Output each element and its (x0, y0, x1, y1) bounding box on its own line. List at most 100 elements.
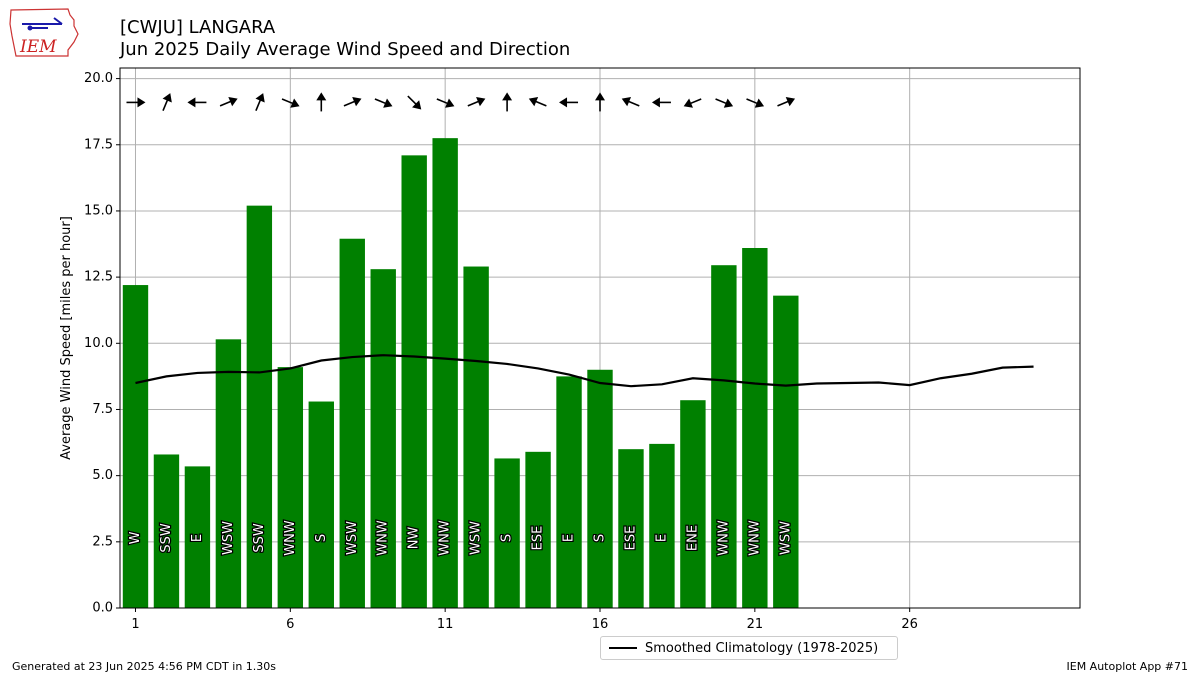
wind-arrow (316, 92, 327, 112)
direction-label: S (500, 534, 515, 542)
wind-arrow-head (559, 97, 568, 108)
direction-label: NW (407, 527, 422, 550)
y-axis-label: Average Wind Speed [miles per hour] (59, 216, 74, 460)
bar (370, 269, 396, 608)
wind-arrow-shaft (281, 98, 295, 105)
wind-arrow-shaft (162, 98, 169, 112)
x-tick-label: 1 (131, 617, 139, 632)
y-tick-label: 20.0 (84, 71, 113, 86)
wind-arrow (502, 92, 513, 112)
bar (308, 401, 334, 608)
wind-arrow-head (528, 97, 539, 107)
bar (432, 138, 458, 608)
chart-title: [CWJU] LANGARA (120, 17, 276, 38)
direction-label: E (562, 534, 577, 542)
wind-arrow (621, 97, 640, 107)
wind-arrow (467, 97, 486, 107)
wind-arrow-head (445, 98, 455, 108)
wind-arrow-shaft (255, 98, 262, 112)
wind-arrow (374, 98, 393, 108)
bar (556, 376, 582, 608)
climatology-line (135, 354, 1034, 388)
wind-arrow-head (683, 98, 693, 108)
y-tick-label: 17.5 (84, 137, 113, 152)
wind-arrow-head (187, 97, 196, 108)
bar (277, 367, 304, 608)
y-tick-label: 5.0 (92, 468, 113, 483)
wind-arrow (777, 97, 796, 107)
x-tick-label: 21 (747, 617, 764, 632)
wind-barb-icon (22, 17, 63, 29)
bar (711, 265, 737, 608)
direction-label: S (593, 534, 608, 542)
bar (773, 295, 799, 608)
wind-arrow (746, 98, 765, 108)
wind-arrow (343, 97, 362, 107)
bar (215, 339, 242, 608)
wind-arrow (126, 97, 146, 108)
bar (184, 466, 211, 608)
wind-arrow (683, 98, 702, 108)
app-credit: IEM Autoplot App #71 (1066, 660, 1189, 673)
wind-arrow-shaft (688, 98, 702, 105)
bar (494, 458, 520, 608)
wind-arrow-shaft (219, 100, 233, 107)
wind-arrow (715, 98, 734, 108)
wind-arrow-head (476, 97, 486, 107)
direction-label: W (128, 531, 143, 544)
wind-arrow-head (290, 98, 300, 108)
wind-arrow-head (228, 97, 238, 107)
bar (401, 155, 427, 608)
wind-arrow (255, 93, 265, 112)
direction-label: WSW (345, 521, 360, 555)
direction-label: WSW (221, 521, 236, 555)
wind-arrow-head (621, 97, 632, 107)
x-tick-label: 6 (286, 617, 294, 632)
wind-arrow-head (383, 98, 393, 108)
wind-arrow-shaft (746, 98, 759, 105)
wind-arrow-head (316, 92, 327, 101)
wind-arrow-head (412, 100, 422, 110)
wind-arrow-shaft (374, 98, 388, 105)
generated-text: Generated at 23 Jun 2025 4:56 PM CDT in … (12, 660, 277, 673)
direction-label: WNW (747, 520, 762, 556)
wind-arrow (407, 95, 422, 110)
x-tick-label: 26 (901, 617, 918, 632)
wind-arrow (559, 97, 579, 108)
direction-label: E (190, 534, 205, 542)
wind-arrow (281, 98, 300, 108)
direction-label: S (314, 534, 329, 542)
station-dot-icon (27, 25, 33, 31)
bar (122, 285, 149, 608)
wind-arrow-shaft (777, 100, 790, 107)
wind-arrow-shaft (626, 100, 640, 107)
wind-arrow-shaft (407, 95, 418, 106)
wind-arrow-head (723, 98, 734, 108)
wind-arrow-shaft (715, 98, 728, 105)
bar (742, 248, 768, 608)
direction-label: ESE (531, 526, 546, 551)
direction-label: WSW (778, 521, 793, 555)
direction-label: SSW (252, 523, 267, 553)
wind-arrow (528, 97, 547, 107)
direction-label: WNW (716, 520, 731, 556)
iem-logo: IEM (9, 8, 79, 57)
wind-arrow (595, 92, 605, 112)
direction-label: WNW (376, 520, 391, 556)
wind-arrow-shaft (436, 98, 450, 105)
wind-arrow (436, 98, 455, 108)
bar (525, 451, 551, 608)
iowa-state-outline-icon (9, 8, 79, 57)
bar (339, 238, 365, 608)
wind-arrow-head (754, 98, 765, 108)
chart-legend: Smoothed Climatology (1978-2025) (600, 636, 898, 660)
wind-arrow-shaft (467, 100, 481, 107)
bar (587, 369, 613, 608)
direction-label: ENE (685, 525, 700, 551)
y-tick-label: 10.0 (84, 336, 113, 351)
wind-arrow-head (502, 92, 513, 101)
bar (649, 443, 675, 608)
direction-label: E (654, 534, 669, 542)
y-tick-label: 12.5 (84, 270, 113, 285)
